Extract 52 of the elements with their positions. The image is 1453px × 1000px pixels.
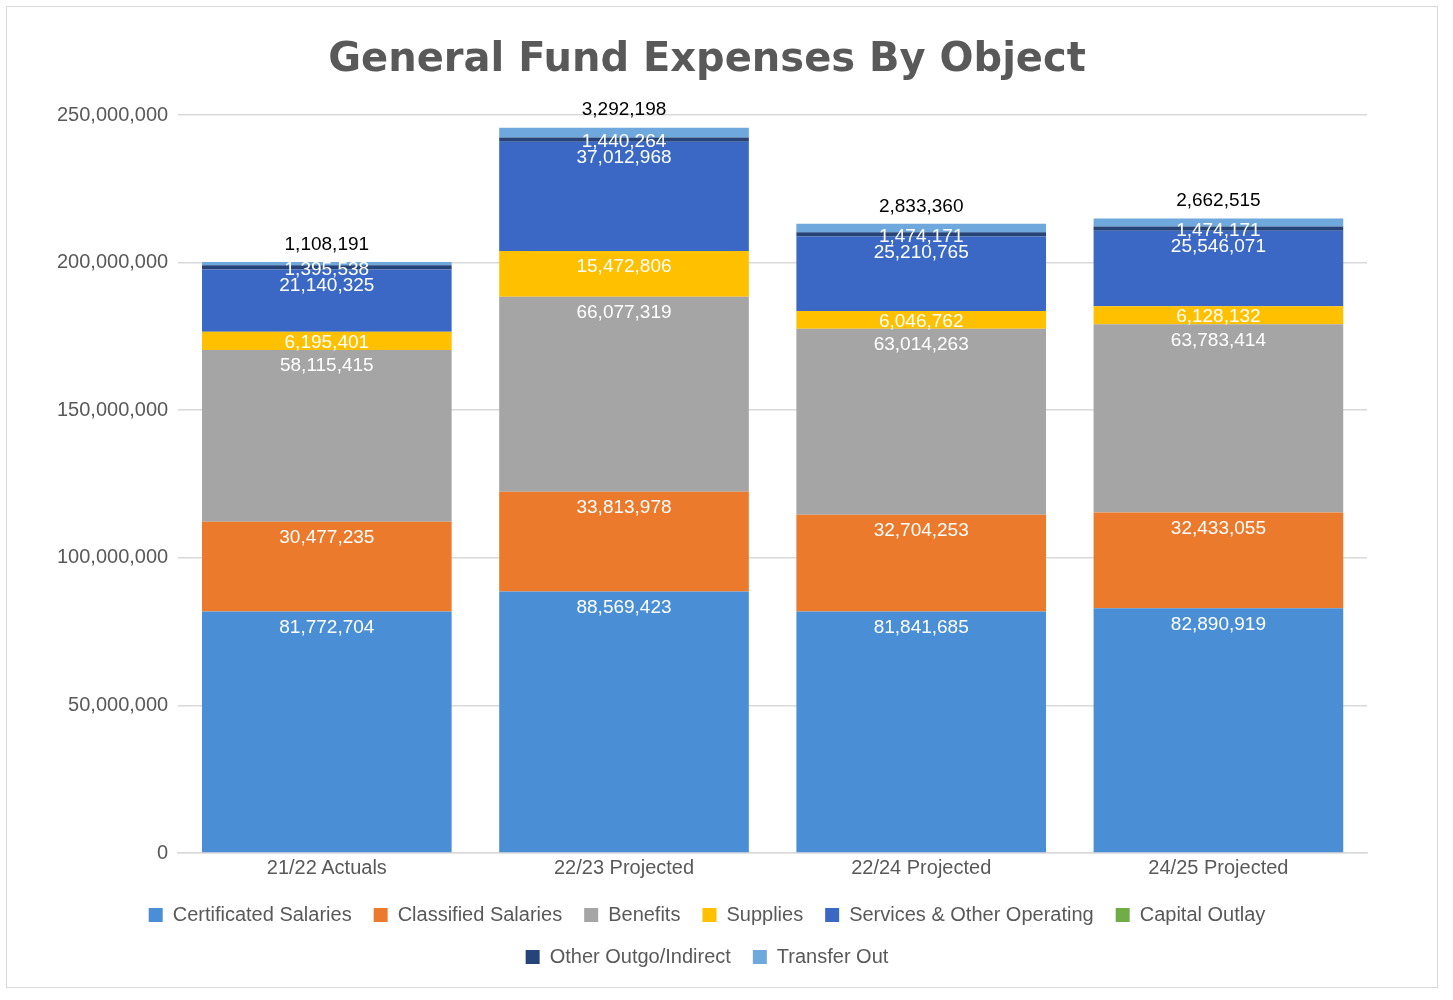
data-label: 66,077,319	[576, 300, 672, 322]
data-label: 81,841,685	[873, 615, 969, 637]
data-label: 63,014,263	[873, 333, 969, 355]
data-label: 15,472,806	[576, 255, 672, 277]
bar	[1093, 608, 1344, 853]
bar	[499, 591, 749, 853]
legend-label: Capital Outlay	[1139, 902, 1266, 925]
legend-label: Transfer Out	[776, 944, 889, 967]
data-label: 6,128,132	[1176, 305, 1261, 327]
bar	[202, 350, 452, 522]
bar	[796, 328, 1047, 515]
y-tick-label: 100,000,000	[56, 545, 169, 568]
y-tick-label: 250,000,000	[56, 102, 169, 125]
data-label: 30,477,235	[279, 525, 375, 547]
data-label: 33,813,978	[576, 495, 672, 517]
bar	[1093, 512, 1344, 609]
data-label: 58,115,415	[279, 354, 374, 376]
data-label: 6,195,401	[284, 331, 370, 353]
bar	[202, 611, 452, 853]
data-label: 88,569,423	[576, 595, 672, 617]
data-label: 82,890,919	[1170, 612, 1266, 634]
chart-title: General Fund Expenses By Object	[328, 34, 1086, 81]
bar	[796, 611, 1047, 853]
x-tick-label: 21/22 Actuals	[266, 855, 387, 878]
y-tick-label: 0	[157, 840, 169, 863]
data-label: 63,783,414	[1170, 328, 1267, 350]
bar	[499, 296, 749, 492]
bar	[1093, 324, 1344, 513]
data-label: 1,108,191	[284, 232, 370, 254]
data-label: 3,292,198	[581, 98, 667, 120]
y-tick-label: 150,000,000	[56, 397, 169, 420]
x-tick-label: 22/24 Projected	[851, 855, 992, 878]
x-tick-label: 24/25 Projected	[1148, 855, 1289, 878]
legend-label: Benefits	[608, 902, 681, 925]
legend-label: Classified Salaries	[397, 902, 563, 925]
x-tick-label: 22/23 Projected	[553, 855, 695, 878]
y-tick-label: 50,000,000	[68, 692, 169, 715]
legend-label: Certificated Salaries	[172, 902, 352, 925]
legend-label: Services & Other Operating	[849, 902, 1094, 925]
bar	[796, 514, 1047, 612]
data-label: 2,662,515	[1176, 189, 1261, 211]
data-label: 32,433,055	[1170, 516, 1266, 538]
data-label: 2,833,360	[878, 194, 964, 216]
y-tick-label: 200,000,000	[56, 250, 169, 273]
bar	[499, 250, 749, 297]
data-label: 32,704,253	[873, 519, 969, 541]
data-label: 81,772,704	[279, 615, 375, 637]
bar	[202, 521, 452, 612]
legend-label: Supplies	[726, 902, 804, 925]
bar	[499, 491, 749, 592]
legend-label: Other Outgo/Indirect	[549, 944, 732, 967]
data-label: 6,046,762	[878, 310, 964, 332]
